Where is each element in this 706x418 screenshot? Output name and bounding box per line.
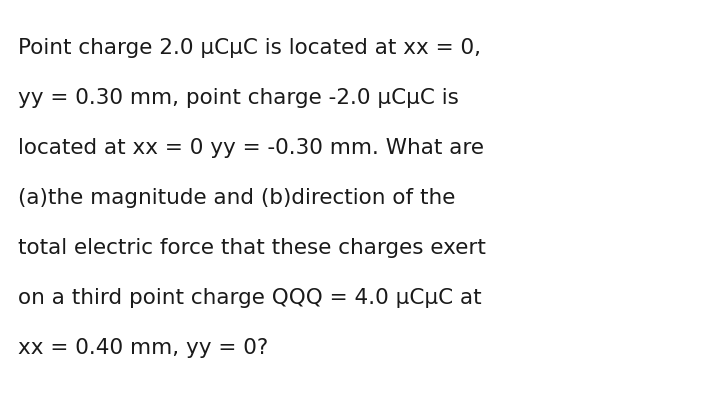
Text: total electric force that these charges exert: total electric force that these charges … xyxy=(18,238,486,258)
Text: located at xx = 0 yy = -0.30 mm. What are: located at xx = 0 yy = -0.30 mm. What ar… xyxy=(18,138,484,158)
Text: xx = 0.40 mm, yy = 0?: xx = 0.40 mm, yy = 0? xyxy=(18,338,268,358)
Text: (a)the magnitude and (b)direction of the: (a)the magnitude and (b)direction of the xyxy=(18,188,455,208)
Text: Point charge 2.0 μCμC is located at xx = 0,: Point charge 2.0 μCμC is located at xx =… xyxy=(18,38,481,58)
Text: yy = 0.30 mm, point charge -2.0 μCμC is: yy = 0.30 mm, point charge -2.0 μCμC is xyxy=(18,88,458,108)
Text: on a third point charge QQQ = 4.0 μCμC at: on a third point charge QQQ = 4.0 μCμC a… xyxy=(18,288,481,308)
